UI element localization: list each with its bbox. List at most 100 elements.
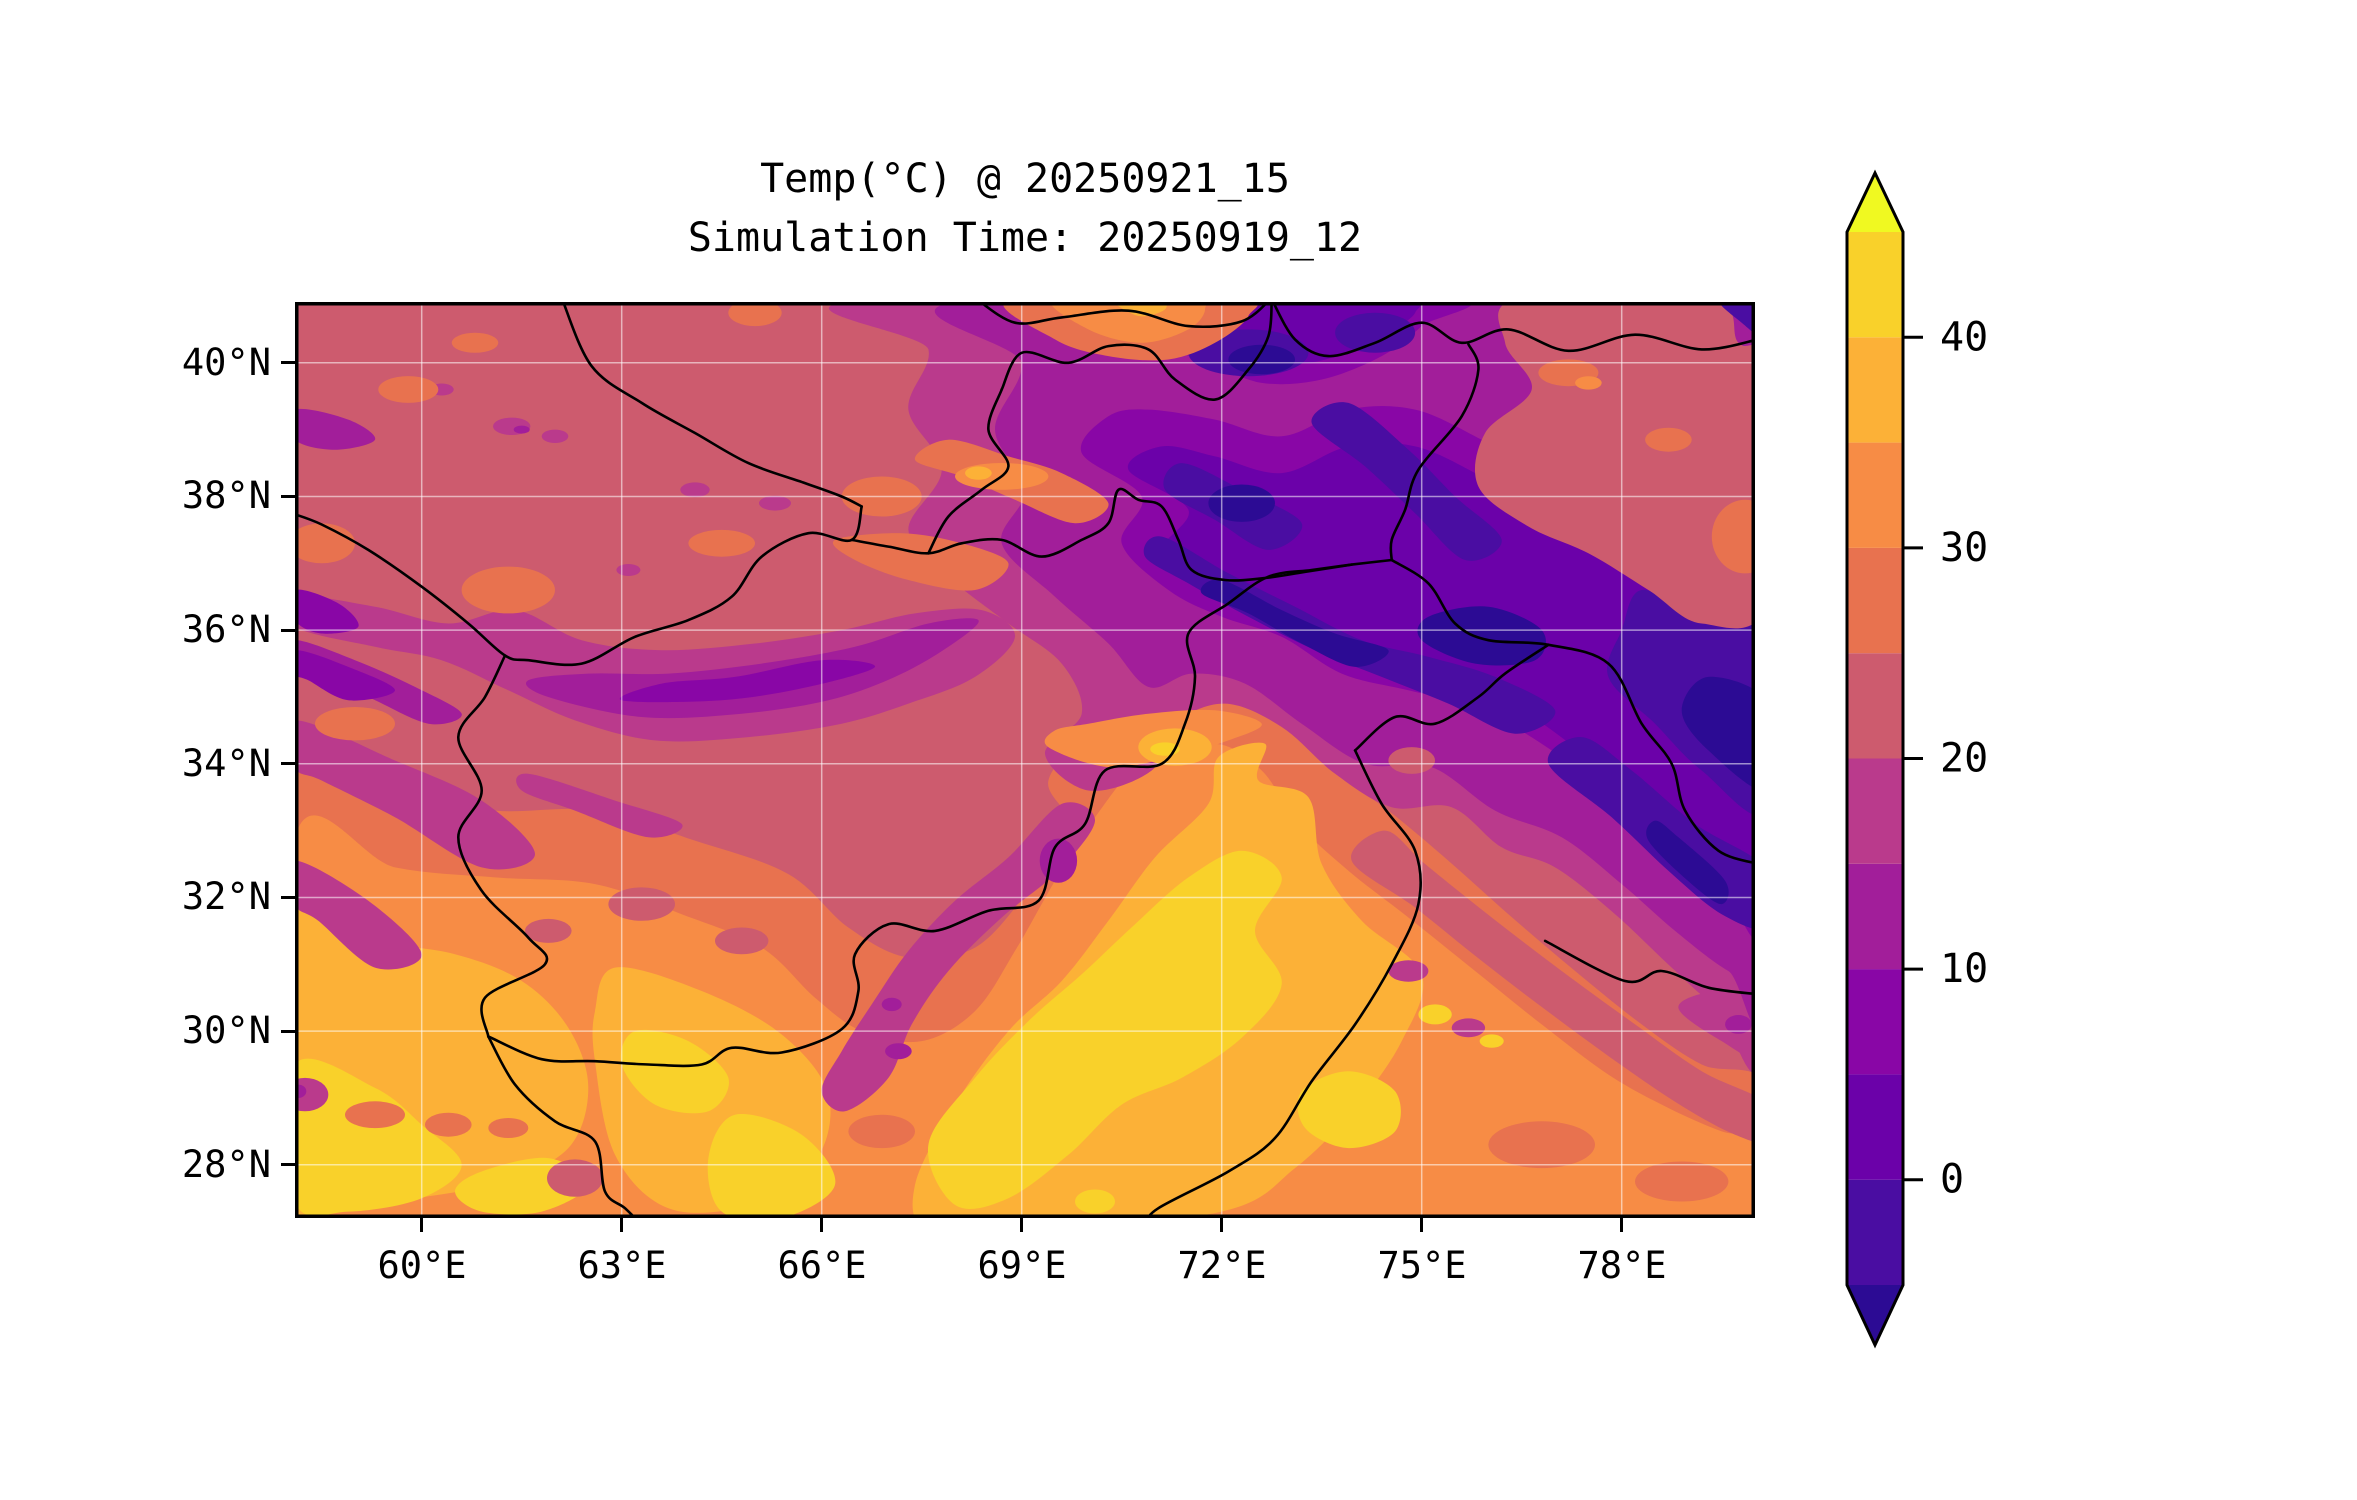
contour-region <box>1143 536 1556 734</box>
y-tick-mark <box>281 762 295 765</box>
y-tick-label: 40°N <box>181 341 271 384</box>
contour-region <box>1725 1015 1752 1034</box>
temperature-contour-fills <box>295 302 1755 1218</box>
y-tick-mark <box>281 896 295 899</box>
contour-region <box>378 376 439 403</box>
contour-region <box>295 596 1016 742</box>
country-borders <box>295 302 1755 1218</box>
contour-region <box>345 1101 405 1129</box>
y-tick-label: 34°N <box>181 742 271 785</box>
contour-region <box>848 1114 915 1149</box>
colorbar-tick-label: 30 <box>1940 525 1988 571</box>
contour-region <box>1479 1034 1504 1048</box>
country-border-line <box>561 302 863 508</box>
contour-region <box>759 495 791 511</box>
contour-region <box>616 564 641 576</box>
contour-region <box>1113 302 1167 317</box>
contour-region <box>525 918 572 943</box>
country-border-line <box>978 302 1270 329</box>
colorbar-band <box>1847 863 1903 970</box>
contour-region <box>1228 344 1295 375</box>
country-border-line <box>1353 643 1550 752</box>
contour-region <box>451 332 499 353</box>
contour-region <box>1488 1121 1595 1169</box>
title-line-2: Simulation Time: 20250919_12 <box>687 215 1363 261</box>
contour-region <box>927 850 1282 1209</box>
x-tick-label: 69°E <box>977 1244 1067 1287</box>
contour-region <box>885 1043 912 1060</box>
contour-region <box>707 1113 836 1218</box>
contour-region <box>488 1118 529 1138</box>
contour-region <box>516 773 683 838</box>
contour-region <box>1711 499 1755 574</box>
country-border-line <box>927 388 1010 555</box>
x-tick-mark <box>1020 1218 1023 1232</box>
country-border-line <box>1271 302 1755 358</box>
x-tick-mark <box>820 1218 823 1232</box>
y-tick-mark <box>281 1030 295 1033</box>
colorbar-band <box>1847 1074 1903 1180</box>
gridlines <box>295 302 1755 1218</box>
contour-region <box>315 707 395 741</box>
contour-region <box>728 302 782 327</box>
x-tick-label: 72°E <box>1177 1244 1267 1287</box>
contour-region <box>1075 1189 1115 1214</box>
contour-region <box>832 533 1009 591</box>
contour-region <box>547 1159 603 1197</box>
contour-region <box>295 650 395 701</box>
y-tick-label: 38°N <box>181 474 271 517</box>
colorbar-outline <box>1845 169 1905 1349</box>
country-border-line <box>487 558 1393 1068</box>
contour-region <box>425 1112 472 1137</box>
contour-region <box>1475 302 1755 629</box>
plot-title: Temp(°C) @ 20250921_15 Simulation Time: … <box>295 150 1755 268</box>
map-plot <box>295 302 1755 1218</box>
x-tick-label: 78°E <box>1577 1244 1667 1287</box>
country-border-line <box>487 1035 637 1218</box>
x-tick-label: 66°E <box>777 1244 867 1287</box>
colorbar-under-arrow <box>1847 1285 1903 1345</box>
contour-region <box>620 1029 729 1114</box>
contour-region <box>1575 376 1602 390</box>
colorbar-band <box>1847 1179 1903 1285</box>
country-border-line <box>850 487 1353 582</box>
contour-region <box>1417 606 1546 666</box>
contour-region <box>1646 820 1729 905</box>
y-tick-label: 32°N <box>181 875 271 918</box>
x-tick-mark <box>1220 1218 1223 1232</box>
colorbar-tick-label: 40 <box>1940 314 1988 360</box>
colorbar-tick-label: 10 <box>1940 946 1988 992</box>
x-tick-mark <box>420 1218 423 1232</box>
colorbar-band <box>1847 547 1903 654</box>
country-border-line <box>1146 749 1422 1218</box>
contour-region <box>1388 960 1429 982</box>
y-tick-mark <box>281 1163 295 1166</box>
map-frame <box>295 302 1755 1218</box>
contour-region <box>1297 1071 1401 1149</box>
contour-region <box>295 860 422 970</box>
contour-region <box>619 659 876 703</box>
contour-region <box>541 429 569 443</box>
x-tick-mark <box>1420 1218 1423 1232</box>
x-tick-label: 75°E <box>1377 1244 1467 1287</box>
country-border-line <box>456 654 549 1038</box>
country-border-line <box>1390 558 1755 865</box>
contour-region <box>461 566 555 614</box>
contour-region <box>608 887 675 921</box>
colorbar-band <box>1847 337 1903 443</box>
y-tick-mark <box>281 495 295 498</box>
contour-region <box>1351 830 1755 1143</box>
colorbar-band <box>1847 758 1903 864</box>
y-tick-label: 36°N <box>181 608 271 651</box>
y-tick-mark <box>281 361 295 364</box>
contour-region <box>1208 484 1275 522</box>
x-tick-label: 63°E <box>577 1244 667 1287</box>
contour-region <box>1645 427 1692 452</box>
contour-region <box>295 408 376 450</box>
x-tick-label: 60°E <box>377 1244 467 1287</box>
contour-region <box>821 802 1096 1112</box>
colorbar-band <box>1847 232 1903 338</box>
contour-region <box>1311 402 1502 561</box>
contour-region <box>295 720 535 870</box>
country-border-line <box>295 505 863 667</box>
